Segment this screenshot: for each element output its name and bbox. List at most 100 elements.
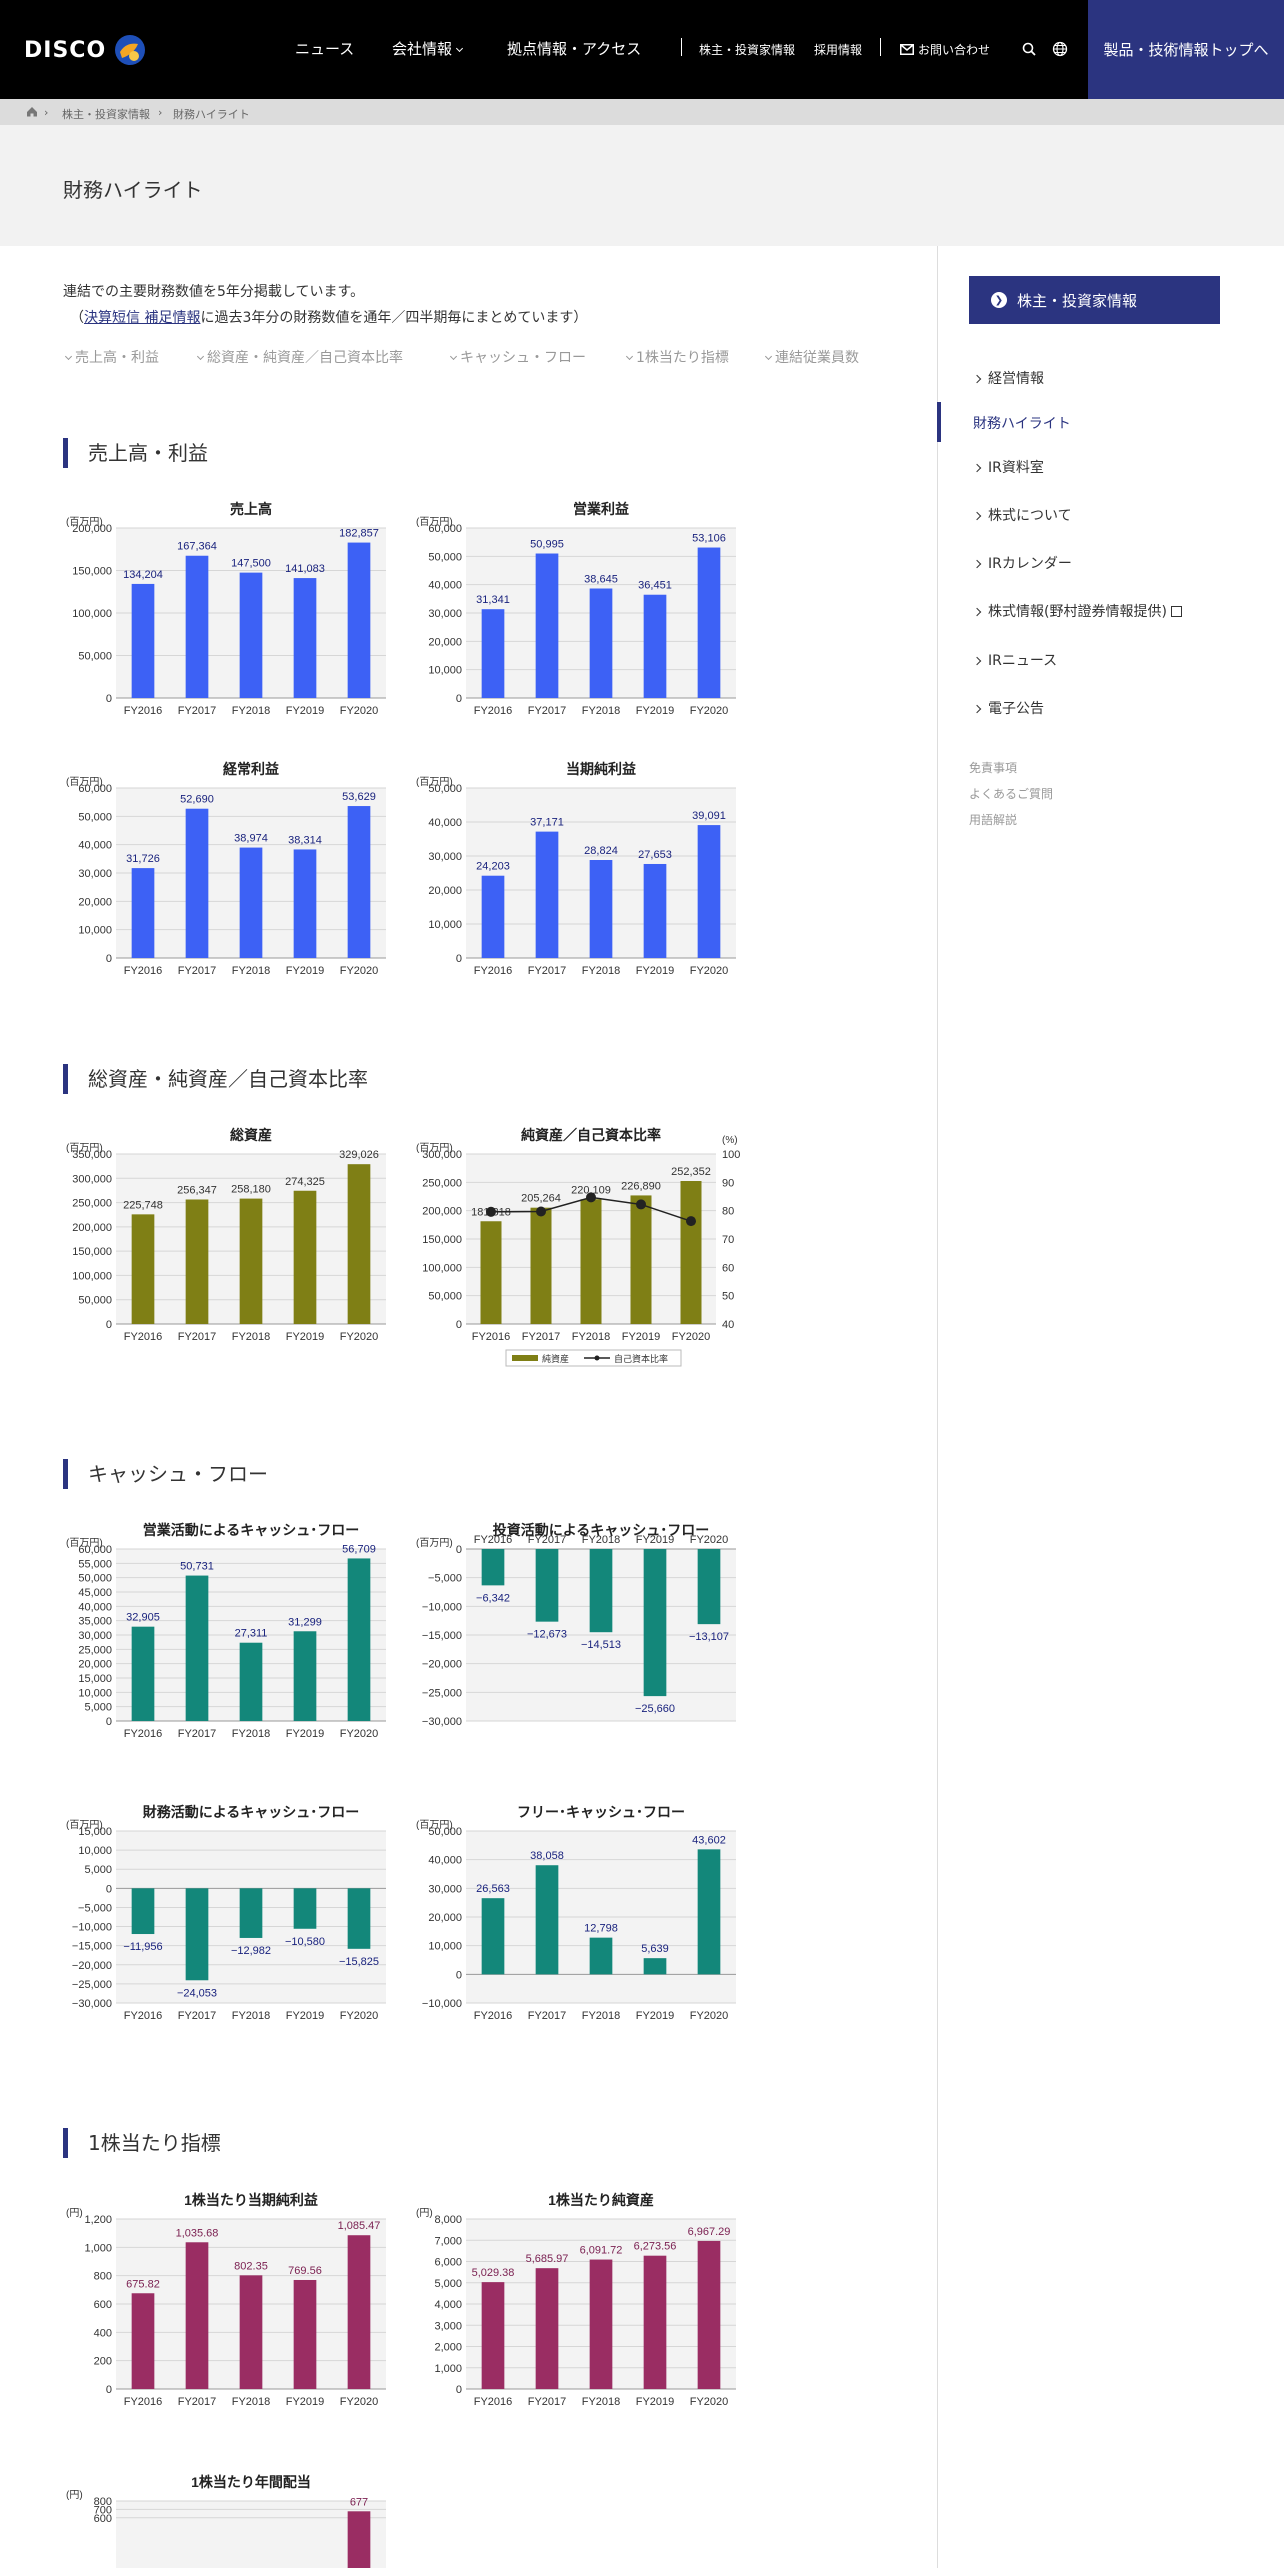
x-tick-label: FY2017 [522, 1331, 561, 1343]
x-tick-label: FY2020 [340, 2396, 379, 2408]
chart-operating-cf: 営業活動によるキャッシュ･フロー (百万円) 0 5,000 10,000 15,000 2… [66, 1522, 386, 1740]
y-tick-label: −15,000 [72, 1941, 112, 1953]
x-tick-label: FY2017 [178, 1728, 217, 1740]
data-label: 24,203 [476, 861, 510, 873]
anchor-assets[interactable]: 総資産・純資産／自己資本比率 [196, 347, 403, 367]
language-globe-icon[interactable] [1052, 41, 1068, 57]
bar [131, 868, 155, 958]
sidebar-item-label: 経営情報 [988, 371, 1044, 387]
y-tick-label: 350,000 [72, 1149, 112, 1161]
y-tick-label: 0 [106, 1716, 112, 1728]
sidebar-header[interactable]: ❯ 株主・投資家情報 [969, 276, 1220, 324]
y-tick-label: 0 [456, 1969, 462, 1981]
chart-unit-label: (百万円) [416, 776, 453, 788]
x-tick-label: FY2017 [528, 705, 567, 717]
y-tick-label: −15,000 [422, 1630, 462, 1642]
search-icon[interactable] [1022, 42, 1036, 56]
y-tick-label: 150,000 [72, 1246, 112, 1258]
chart-unit-right-label: (%) [722, 1135, 738, 1146]
anchor-employees[interactable]: 連結従業員数 [764, 347, 859, 367]
y-tick-label: 20,000 [428, 1912, 462, 1924]
nav-news[interactable]: ニュース [295, 40, 355, 58]
x-tick-label: FY2019 [636, 965, 675, 977]
x-tick-label: FY2020 [690, 705, 729, 717]
sidebar-item-ir-calendar[interactable]: IRカレンダー [972, 553, 1072, 573]
data-label: 147,500 [231, 558, 271, 570]
sidebar-item-public-notice[interactable]: 電子公告 [972, 698, 1044, 718]
data-label: 205,264 [521, 1193, 561, 1205]
nav-locations[interactable]: 拠点情報・アクセス [507, 40, 642, 58]
nav-ir[interactable]: 株主・投資家情報 [699, 43, 796, 57]
x-tick-label: FY2019 [286, 705, 325, 717]
data-label: −13,107 [689, 1631, 729, 1643]
data-label: 12,798 [584, 1923, 618, 1935]
bar [239, 1198, 263, 1324]
logo-text: DISCO [24, 37, 107, 63]
sidebar-link-faq[interactable]: よくあるご質問 [969, 787, 1054, 801]
y-tick-label: 50,000 [428, 1826, 462, 1838]
x-tick-label: FY2016 [124, 2396, 163, 2408]
data-label: 769.56 [288, 2265, 322, 2277]
x-tick-label: FY2017 [178, 965, 217, 977]
sidebar-item-stock[interactable]: 株式について [972, 505, 1072, 525]
nav-recruit[interactable]: 採用情報 [814, 43, 863, 57]
anchor-sales[interactable]: 売上高・利益 [64, 347, 159, 367]
bar [131, 1888, 155, 1935]
chart-bps: 1株当たり純資産 (円) 0 1,000 2,000 3,000 4,000 5,000 6,0… [416, 2192, 736, 2408]
x-tick-label: FY2017 [178, 705, 217, 717]
sidebar-item-management[interactable]: 経営情報 [972, 368, 1044, 388]
y-tick-label: 30,000 [78, 1630, 112, 1642]
products-top-button[interactable]: 製品・技術情報トップへ [1088, 0, 1284, 99]
x-tick-label: FY2020 [340, 1728, 379, 1740]
chart-title: 当期純利益 [566, 761, 636, 777]
data-label: 1,035.68 [176, 2227, 219, 2239]
y-tick-label: 50,000 [78, 1573, 112, 1585]
x-tick-label: FY2018 [232, 1728, 271, 1740]
y-tick-label: 100,000 [72, 608, 112, 620]
y-tick-label: −20,000 [72, 1960, 112, 1972]
bar [239, 1888, 263, 1938]
y-tick-label: 1,000 [434, 2363, 462, 2375]
anchor-per-share[interactable]: 1株当たり指標 [625, 347, 729, 367]
bar [347, 1164, 371, 1324]
chart-title: 総資産 [230, 1127, 272, 1143]
x-tick-label: FY2020 [340, 1331, 379, 1343]
y-tick-label: 0 [456, 693, 462, 705]
y-tick-label: 40,000 [428, 1855, 462, 1867]
data-label: 274,325 [285, 1176, 325, 1188]
y-tick-label: 20,000 [428, 636, 462, 648]
bar [185, 1199, 209, 1324]
chart-operating-income: 営業利益 (百万円) 0 10,000 20,000 30,000 40,000 50,000… [416, 501, 736, 717]
bar [535, 831, 559, 958]
legend-label: 自己資本比率 [614, 1353, 668, 1364]
chevron-right-icon [972, 704, 982, 714]
nav-contact[interactable]: お問い合わせ [900, 41, 990, 58]
x-tick-label: FY2020 [690, 965, 729, 977]
data-label: 226,890 [621, 1180, 661, 1192]
sidebar-item-ir-library[interactable]: IR資料室 [972, 457, 1044, 477]
chart-unit-label: (円) [416, 2208, 433, 2219]
data-label: 220,109 [571, 1184, 611, 1196]
tanshin-link[interactable]: 決算短信 補足情報 [84, 310, 201, 326]
data-label: 37,171 [530, 817, 564, 829]
sidebar-item-stock-info[interactable]: 株式情報(野村證券情報提供) [972, 601, 1182, 621]
data-label: −14,513 [581, 1639, 621, 1651]
anchor-cashflow[interactable]: キャッシュ・フロー [449, 347, 586, 367]
home-icon[interactable] [26, 106, 38, 117]
chart-unit-label: (百万円) [66, 776, 103, 788]
x-tick-label: FY2019 [286, 965, 325, 977]
sidebar-item-ir-news[interactable]: IRニュース [972, 650, 1057, 670]
nav-company[interactable]: 会社情報 [392, 38, 464, 59]
breadcrumb-ir[interactable]: 株主・投資家情報 [62, 108, 150, 121]
x-tick-label: FY2019 [622, 1331, 661, 1343]
x-tick-label: FY2018 [232, 2396, 271, 2408]
y-tick-label: 50,000 [428, 783, 462, 795]
bar [347, 2511, 371, 2568]
bar [589, 588, 613, 698]
disco-logo[interactable]: DISCO [24, 30, 148, 70]
sidebar-link-glossary[interactable]: 用語解説 [969, 813, 1018, 827]
sidebar-item-financial-highlights[interactable]: 財務ハイライト [973, 413, 1071, 433]
sidebar-link-disclaimer[interactable]: 免責事項 [969, 761, 1018, 775]
bar [239, 2275, 263, 2389]
nav-contact-label: お問い合わせ [918, 43, 991, 57]
